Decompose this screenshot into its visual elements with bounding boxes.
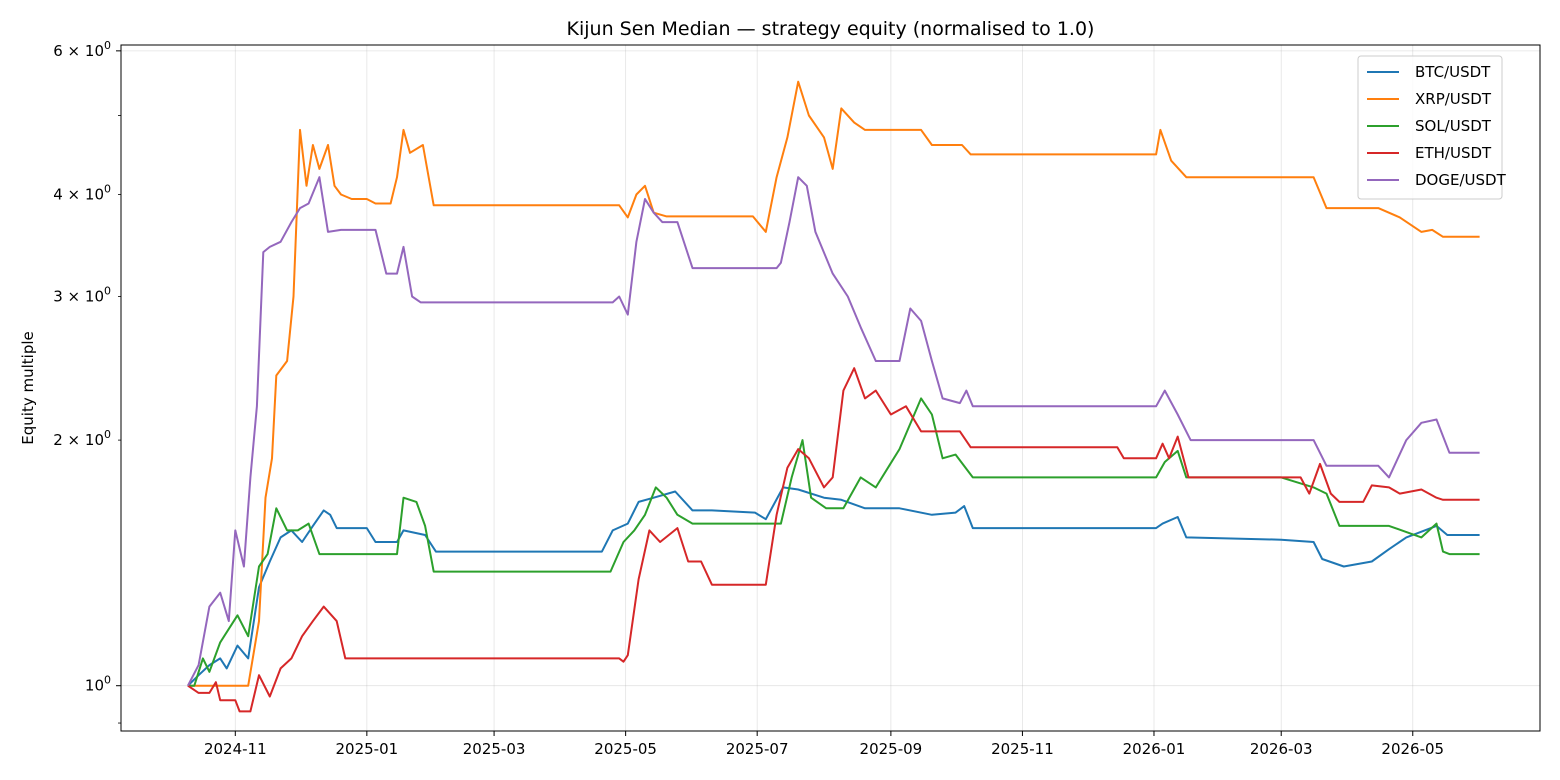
x-tick-label: 2024-11 bbox=[204, 740, 267, 758]
axis-layer: 2024-11 2025-01 2025-03 2025-05 2025-07 2025-… bbox=[53, 39, 1444, 758]
chart-title: Kijun Sen Median — strategy equity (norm… bbox=[567, 18, 1095, 40]
grid-layer bbox=[121, 45, 1540, 731]
legend: BTC/USDT XRP/USDT SOL/USDT ETH/USDT DOGE/USD… bbox=[1357, 55, 1507, 200]
x-tick-label: 2025-01 bbox=[336, 740, 399, 758]
series-line-btc-usdt bbox=[187, 486, 1480, 687]
y-axis-label: Equity multiple bbox=[19, 331, 37, 444]
x-tick-label: 2025-03 bbox=[463, 740, 526, 758]
y-tick-label: 100 bbox=[85, 674, 111, 695]
x-tick-label: 2026-03 bbox=[1250, 740, 1313, 758]
x-tick-label: 2026-01 bbox=[1123, 740, 1186, 758]
legend-label: SOL/USDT bbox=[1415, 117, 1492, 135]
legend-label: BTC/USDT bbox=[1415, 63, 1491, 81]
series-line-doge-usdt bbox=[187, 176, 1480, 687]
legend-label: ETH/USDT bbox=[1415, 144, 1492, 162]
series-layer bbox=[187, 80, 1480, 713]
x-tick-label: 2026-05 bbox=[1381, 740, 1444, 758]
y-tick-label: 4 × 100 bbox=[53, 183, 111, 204]
x-tick-label: 2025-09 bbox=[860, 740, 923, 758]
x-tick-label: 2025-11 bbox=[991, 740, 1054, 758]
legend-label: DOGE/USDT bbox=[1415, 171, 1507, 189]
x-tick-label: 2025-07 bbox=[726, 740, 789, 758]
y-tick-label: 3 × 100 bbox=[53, 284, 111, 305]
legend-label: XRP/USDT bbox=[1415, 90, 1492, 108]
x-tick-label: 2025-05 bbox=[594, 740, 657, 758]
y-tick-label: 2 × 100 bbox=[53, 428, 111, 449]
series-line-eth-usdt bbox=[187, 367, 1480, 713]
legend-box bbox=[1357, 55, 1503, 200]
y-tick-label: 6 × 100 bbox=[53, 39, 111, 60]
plot-frame bbox=[120, 44, 1541, 732]
